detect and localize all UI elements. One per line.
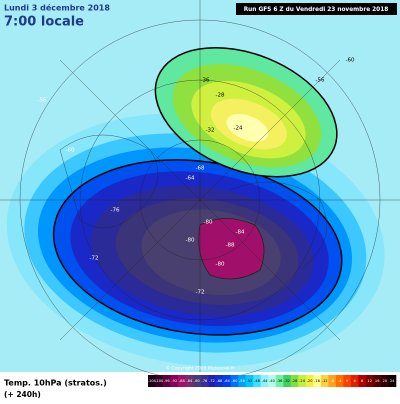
- scale-label: -104: [148, 379, 157, 383]
- scale-label: 12: [367, 379, 372, 383]
- scale-label: 20: [382, 379, 387, 383]
- contour-label: -56: [38, 98, 47, 104]
- color-swatch: [230, 375, 239, 387]
- scale-label: -44: [262, 379, 269, 383]
- time: 7:00 locale: [4, 15, 84, 30]
- scale-label: -8: [330, 379, 334, 383]
- color-swatch: [170, 375, 179, 387]
- contour-label: -72: [90, 256, 99, 262]
- scale-label: -52: [247, 379, 253, 383]
- color-swatch: [223, 375, 231, 387]
- color-swatch: [283, 375, 292, 387]
- scale-label: -80: [194, 379, 201, 383]
- scale-label: 24: [390, 379, 395, 383]
- contour-label: -32: [206, 128, 215, 134]
- scale-label: -28: [292, 379, 299, 383]
- contour-label: -88: [226, 243, 235, 249]
- contour-label: -64: [186, 176, 195, 182]
- scale-label: -84: [186, 379, 193, 383]
- contour-label: -56: [316, 78, 325, 84]
- color-swatch: [215, 375, 224, 387]
- contour-label: -28: [216, 93, 225, 99]
- scale-label: -68: [216, 379, 223, 383]
- run-box: [236, 3, 397, 15]
- contour-label: -80: [186, 238, 195, 244]
- color-swatch: [320, 375, 329, 387]
- contour-label: -80: [216, 262, 225, 268]
- scale-label: 8: [361, 379, 364, 383]
- color-swatch: [185, 375, 194, 387]
- color-swatch: [178, 375, 186, 387]
- scale-label: -96: [164, 379, 171, 383]
- color-swatch: [343, 375, 352, 387]
- scale-label: -64: [224, 379, 231, 383]
- footer-lead: (+ 240h): [4, 390, 41, 399]
- color-swatch: [373, 375, 382, 387]
- scale-label: -12: [322, 379, 328, 383]
- scale-label: -16: [314, 379, 321, 383]
- scale-label: -24: [299, 379, 306, 383]
- contour-label: -60: [66, 148, 75, 154]
- contour-label: -80: [204, 220, 213, 226]
- color-swatch: [335, 375, 344, 387]
- color-swatch: [245, 375, 254, 387]
- color-swatch: [328, 375, 337, 387]
- contour-label: -84: [236, 230, 245, 236]
- color-swatch: [238, 375, 246, 387]
- footer-title: Temp. 10hPa (stratos.): [4, 379, 107, 388]
- scale-label: 4: [354, 379, 357, 383]
- color-swatch: [275, 375, 284, 387]
- color-swatch: [388, 375, 397, 387]
- color-swatch: [260, 375, 269, 387]
- scale-label: -72: [209, 379, 215, 383]
- color-swatch: [193, 375, 201, 387]
- color-swatch: [380, 375, 389, 387]
- contour-labels: -56 -60 -64-68 -72 -76 -80 -80 -84 -88 -80 -72 -32 -…: [38, 58, 355, 296]
- color-swatch: [208, 375, 216, 387]
- contour-label: -60: [346, 58, 355, 64]
- color-scale: -104 -100 -96 -92 -88 -84 -80 -76 -72 -68 -64 -60 -5…: [148, 375, 397, 387]
- scale-label: -76: [201, 379, 208, 383]
- contour-label: -24: [234, 126, 243, 132]
- scale-label: -56: [239, 379, 246, 383]
- coastlines: [0, 0, 400, 381]
- contour-label: -72: [196, 290, 205, 296]
- scale-label: -100: [155, 379, 164, 383]
- color-swatch: [155, 375, 164, 387]
- cold-core: [198, 218, 265, 280]
- contour-label: -36: [201, 78, 210, 84]
- contour-label: -68: [196, 166, 205, 172]
- color-swatch: [313, 375, 322, 387]
- color-swatch: [305, 375, 314, 387]
- copyright: © Copyright 2018 Meteociel.fr: [166, 365, 235, 372]
- color-swatch: [298, 375, 307, 387]
- scale-label: -48: [254, 379, 261, 383]
- color-swatch: [365, 375, 374, 387]
- scale-label: 0: [346, 379, 349, 383]
- run: Run GFS 6 Z du Vendredi 23 novembre 2018: [244, 7, 389, 13]
- scale-label: -4: [338, 379, 342, 383]
- contour-label: -76: [111, 208, 120, 214]
- scale-label: -20: [307, 379, 314, 383]
- color-swatch: [253, 375, 262, 387]
- scale-label: 16: [375, 379, 380, 383]
- color-swatch: [358, 375, 367, 387]
- date: Lundi 3 décembre 2018: [4, 3, 110, 13]
- color-swatch: [268, 375, 277, 387]
- color-swatch: [163, 375, 171, 387]
- scale-label: -88: [179, 379, 186, 383]
- contour: [226, 113, 269, 142]
- scale-label: -60: [231, 379, 238, 383]
- color-swatch: [290, 375, 299, 387]
- color-swatch: [200, 375, 209, 387]
- scale-label: -32: [284, 379, 290, 383]
- scale-label: -40: [269, 379, 276, 383]
- scale-label: -92: [171, 379, 177, 383]
- color-swatch: [350, 375, 359, 387]
- color-swatch: [148, 375, 156, 387]
- scale-label: -36: [277, 379, 284, 383]
